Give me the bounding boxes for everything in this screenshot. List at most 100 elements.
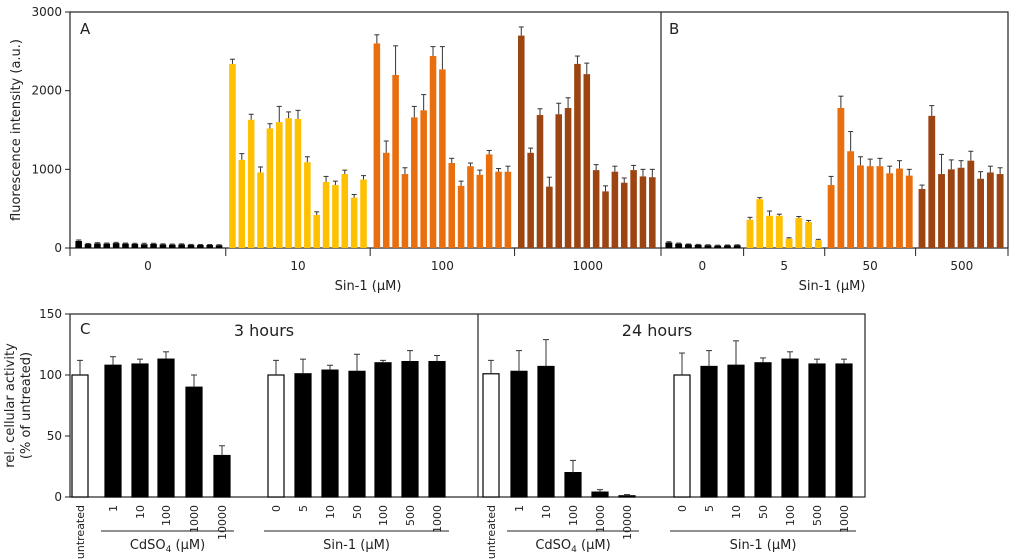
group-label-sub: 4 [166,545,172,555]
bar [169,244,176,248]
bar [639,176,647,248]
bar [275,122,283,248]
bar [938,174,945,248]
bar [756,199,764,248]
bar [700,365,718,498]
bar [837,107,845,249]
bar [856,165,864,248]
bar [665,242,673,248]
bar [439,69,446,248]
bar [267,374,285,498]
bar [827,185,835,248]
bar [495,171,502,248]
bar [84,244,92,248]
category-label: 500 [404,505,417,526]
bar [546,186,553,248]
bar [229,63,236,248]
bar [805,222,813,248]
bar [986,172,994,248]
bar [675,243,683,248]
bar [527,152,534,248]
bar [957,167,965,248]
category-label: 10 [134,505,147,519]
bar [94,243,101,248]
bar [564,107,572,249]
category-label: 500 [811,505,824,526]
bar [785,238,793,248]
group-label: 5 [780,259,788,273]
bar [304,162,311,248]
bar [150,243,157,248]
bar [350,197,358,248]
bar [266,128,274,248]
panel-label-a: A [80,20,91,38]
bar [704,245,712,248]
x-axis-label-a: Sin-1 (µM) [335,279,402,294]
bar [835,363,853,498]
bar [448,163,456,248]
bar [332,185,339,248]
bar [374,362,392,498]
group-label: 10 [290,259,305,273]
group-label-main: CdSO [130,538,166,553]
category-label: 0 [270,505,283,512]
bar [140,244,148,248]
bar [564,472,582,498]
bar [131,363,149,498]
bar [482,373,500,498]
bar [618,495,636,498]
bar [896,168,903,248]
bar [71,374,89,498]
plot-frame-c [69,313,866,498]
bar [257,172,264,248]
bar [213,454,231,498]
y-axis-label-line: (% of untreated) [19,352,34,459]
category-label: untreated [74,505,87,559]
bar [104,364,122,498]
group-label: 1000 [573,259,604,273]
bar [775,215,783,248]
bar [197,245,204,248]
group-label: 0 [144,259,152,273]
group-label-sub: 4 [571,545,577,555]
bar [517,35,525,248]
y-tick-label: 150 [39,307,62,321]
category-label: 100 [567,505,580,526]
category-label: untreated [485,505,498,559]
bar [673,374,691,498]
bar [583,74,591,248]
group-label: CdSO4 (µM) [535,538,610,555]
group-label: 0 [698,259,706,273]
bar [611,171,619,248]
bar [918,189,926,248]
category-label: 1000 [594,505,607,533]
category-label: 1 [107,505,120,512]
bar [724,245,731,248]
category-label: 1000 [188,505,201,533]
bar [795,218,803,248]
bar [103,243,111,248]
category-label: 10000 [621,505,634,540]
bar [814,240,822,248]
bar [996,174,1004,248]
bar [536,115,544,248]
y-axis-label-c: rel. cellular activity(% of untreated) [3,343,34,468]
group-label: 50 [863,259,878,273]
group-label: Sin-1 (µM) [323,538,390,553]
bar [206,245,214,248]
bar [122,243,129,248]
bar [131,243,139,248]
category-label: 1000 [431,505,444,533]
subplot-title: 24 hours [622,321,692,340]
category-label: 10 [540,505,553,519]
bar [746,219,754,248]
group-label: Sin-1 (µM) [730,538,797,553]
y-axis-label-line: rel. cellular activity [3,343,18,468]
bar [401,174,409,248]
bar [187,244,195,248]
y-tick-label: 1000 [31,162,62,176]
group-label-main: CdSO [535,538,571,553]
y-axis-label: fluorescence intensity (a.u.) [9,39,24,221]
bar [428,360,446,498]
bar [620,182,628,248]
